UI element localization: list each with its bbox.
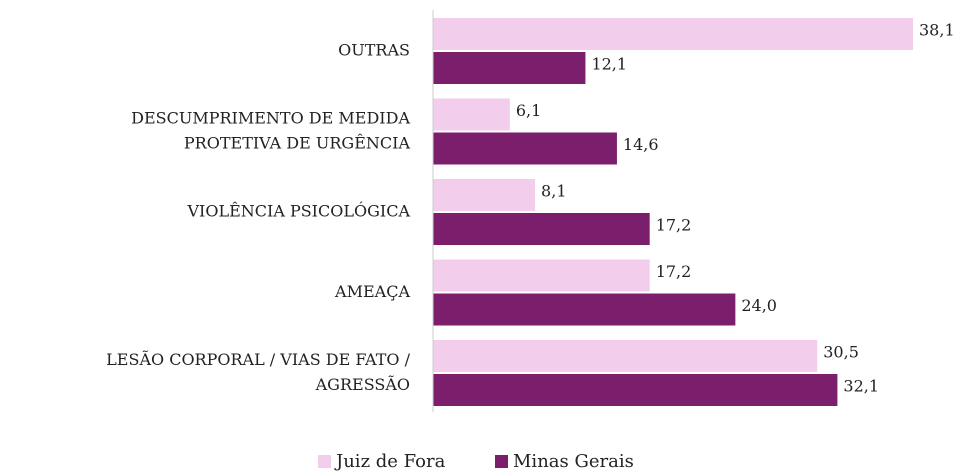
bar [433, 18, 913, 50]
value-label: 38,1 [919, 21, 955, 40]
bar [433, 259, 650, 292]
bar [433, 340, 818, 372]
legend-swatch [318, 455, 331, 468]
category-label: PROTETIVA DE URGÊNCIA [184, 133, 411, 153]
value-label: 6,1 [516, 101, 541, 120]
category-label: VIOLÊNCIA PSICOLÓGICA [186, 201, 410, 221]
bar [433, 179, 536, 211]
category-label: DESCUMPRIMENTO DE MEDIDA [131, 109, 410, 128]
bar [433, 213, 650, 245]
legend-label: Juiz de Fora [334, 451, 446, 472]
bar [433, 293, 736, 326]
bar [433, 132, 617, 165]
value-label: 8,1 [541, 182, 566, 201]
category-label: OUTRAS [338, 41, 410, 60]
value-label: 32,1 [843, 377, 879, 396]
legend-label: Minas Gerais [513, 451, 634, 472]
value-label: 17,2 [656, 262, 692, 281]
bar [433, 52, 586, 84]
value-label: 30,5 [823, 343, 859, 362]
bar [433, 98, 510, 131]
legend-swatch [495, 455, 508, 468]
category-label: LESÃO CORPORAL / VIAS DE FATO / [106, 349, 410, 369]
bar [433, 374, 838, 406]
value-label: 14,6 [623, 135, 659, 154]
category-label: AGRESSÃO [315, 374, 410, 394]
value-label: 12,1 [591, 55, 627, 74]
value-label: 24,0 [741, 296, 777, 315]
category-label: AMEAÇA [334, 282, 410, 301]
value-label: 17,2 [656, 216, 692, 235]
